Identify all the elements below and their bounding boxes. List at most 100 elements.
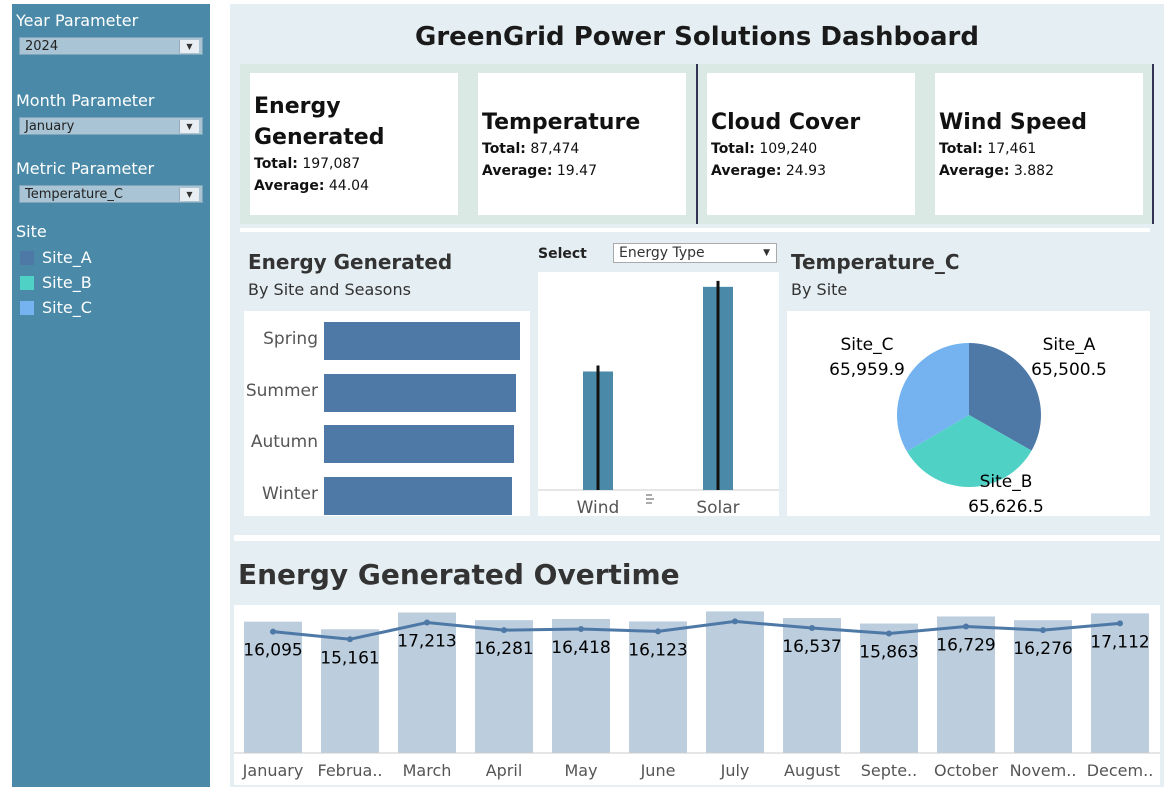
month-label: Septe.. [861,761,917,780]
energy-type-label: Wind [577,498,620,516]
season-bar[interactable] [324,322,520,360]
month-value-label: 16,281 [474,639,533,659]
sidebar: Year Parameter 2024 ▼ Month Parameter Ja… [12,4,210,787]
month-label: April [486,761,523,780]
legend-label: Site_A [42,248,92,267]
trend-line [272,619,1121,641]
trend-point [270,628,276,635]
month-label: July [720,761,750,780]
pie-slice [906,415,1032,487]
year-parameter-label: Year Parameter [16,11,139,30]
season-bar[interactable] [324,476,512,515]
overtime-chart: 16,095 15,161 17,213 16,281 16,418 16,123 16,5… [234,605,1160,785]
dashboard-title: GreenGrid Power Solutions Dashboard [415,22,979,52]
kpi-card-energy: Energy Generated Total: 197,087 Average: … [250,73,458,215]
month-value-label: 17,112 [1090,632,1149,652]
month-label: Decem.. [1087,761,1154,780]
trend-point [1117,620,1123,627]
month-bar [860,623,918,753]
trend-point [347,636,353,643]
month-value-label: 16,095 [243,641,302,661]
pie-label: Site_B [980,472,1033,492]
kpi-average: Average: 3.882 [939,163,1054,179]
legend-item-site-c[interactable]: Site_C [20,298,92,317]
kpi-title: Temperature [482,110,641,135]
month-bar [937,616,995,753]
legend-swatch [20,300,34,315]
trend-point [809,625,815,632]
energy-section-subtitle: By Site and Seasons [248,280,411,299]
trend-point [886,630,892,637]
legend-item-site-b[interactable]: Site_B [20,273,92,292]
month-label: August [784,761,840,780]
legend-label: Site_B [42,273,92,292]
energy-type-label: Solar [696,498,739,516]
energy-type-bar-svg: Wind Solar [538,280,779,518]
month-label: March [403,761,452,780]
month-bar [398,612,456,753]
month-bar [706,611,764,753]
month-bar [321,629,379,753]
trend-point [501,627,507,634]
month-value-label: 15,161 [320,648,379,668]
legend-swatch [20,275,34,290]
kpi-title: Energy Generated [254,94,385,150]
trend-point [1040,627,1046,634]
month-value-label: 16,729 [936,635,995,655]
chevron-down-icon: ▼ [179,188,199,201]
month-label: June [640,761,676,780]
kpi-title: Cloud Cover [711,110,861,135]
month-bar [783,618,841,753]
kpi-average: Average: 44.04 [254,178,369,194]
season-bar[interactable] [324,373,516,412]
kpi-total: Total: 109,240 [711,141,818,157]
temperature-pie-svg: Site_A 65,500.5 Site_B 65,626.5 Site_C 65,959… [829,335,1107,517]
metric-parameter-label: Metric Parameter [16,159,155,178]
chevron-down-icon: ▼ [763,248,770,258]
month-label: January [242,761,304,780]
legend-label: Site_C [42,298,92,317]
overtime-svg: 16,095 15,161 17,213 16,281 16,418 16,123 16,5… [234,611,1160,780]
legend-item-site-a[interactable]: Site_A [20,248,92,267]
temperature-section-subtitle: By Site [791,280,848,299]
kpi-card-cloud-cover: Cloud Cover Total: 109,240 Average: 24.9… [707,73,915,215]
temperature-pie-chart: Site_A 65,500.5 Site_B 65,626.5 Site_C 65,959… [787,311,1150,517]
month-value-label: 16,537 [782,637,841,657]
kpi-average: Average: 24.93 [711,163,826,179]
year-parameter-dropdown[interactable]: 2024 ▼ [19,37,203,55]
metric-parameter-dropdown[interactable]: Temperature_C ▼ [19,185,203,203]
trend-point [578,626,584,633]
month-value-label: 16,418 [551,638,610,658]
season-bar[interactable] [324,425,514,463]
month-bar [629,621,687,753]
kpi-strip: Energy Generated Total: 197,087 Average: … [240,64,1154,224]
pie-value: 65,959.9 [829,360,905,380]
kpi-title: Wind Speed [939,110,1088,135]
month-label: Novem.. [1010,761,1077,780]
pie-value: 65,626.5 [968,497,1044,516]
season-label: Autumn [250,432,318,452]
pie-label: Site_C [840,335,893,355]
energy-section-title: Energy Generated [248,250,453,274]
energy-type-value: Energy Type [619,245,705,261]
month-bar [552,619,610,753]
month-bar [1091,613,1149,753]
month-bar [1014,620,1072,753]
month-label: October [934,761,998,780]
legend-swatch [20,250,34,265]
season-label: Spring [263,329,318,349]
kpi-card-temperature: Temperature Total: 87,474 Average: 19.47 [478,73,686,215]
pie-value: 65,500.5 [1031,360,1107,380]
kpi-total: Total: 87,474 [482,141,580,157]
energy-type-dropdown[interactable]: Energy Type ▼ [613,243,777,263]
pie-slice [969,343,1041,451]
separator [234,535,1160,541]
month-parameter-dropdown[interactable]: January ▼ [19,117,203,135]
month-bar [475,620,533,753]
kpi-total: Total: 197,087 [254,156,361,172]
metric-parameter-value: Temperature_C [25,187,123,202]
energy-type-bar-chart: Wind Solar [538,272,779,518]
month-parameter-label: Month Parameter [16,91,155,110]
month-value-label: 17,213 [397,632,456,652]
site-legend-title: Site [16,222,47,241]
